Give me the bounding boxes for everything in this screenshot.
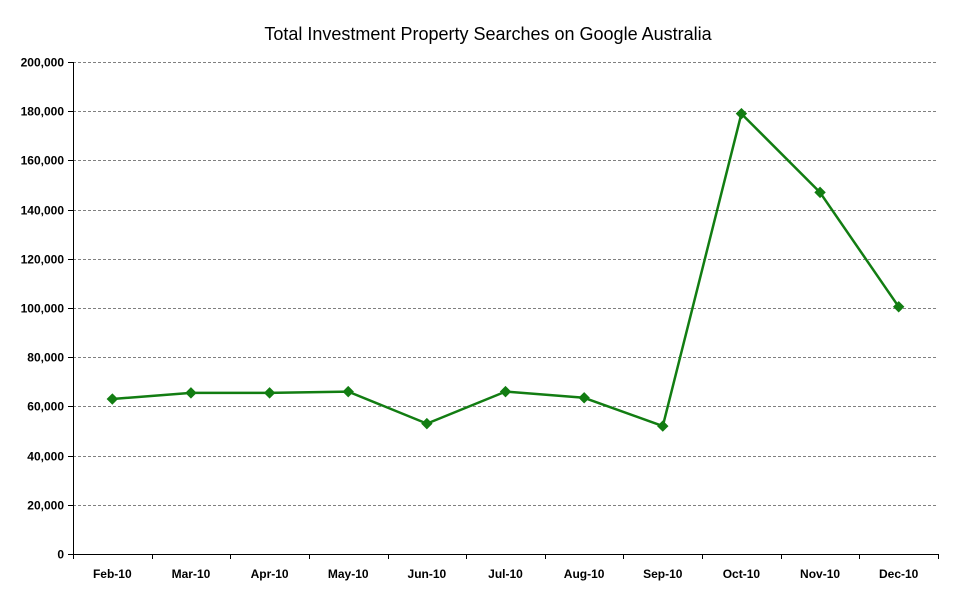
y-tick-label: 120,000 — [21, 253, 65, 267]
x-tick-label: Jul-10 — [488, 567, 523, 581]
y-tick-label: 140,000 — [21, 204, 65, 218]
x-tick-label: Dec-10 — [879, 567, 919, 581]
data-point-marker — [499, 385, 512, 398]
data-point-marker — [185, 387, 197, 399]
y-tick-label: 40,000 — [27, 450, 64, 464]
y-tick-label: 80,000 — [27, 351, 64, 365]
y-tick-label: 200,000 — [21, 56, 65, 70]
axes — [68, 62, 939, 559]
x-tick-label: Sep-10 — [643, 567, 683, 581]
y-tick-label: 20,000 — [27, 499, 64, 513]
data-point-marker — [892, 301, 905, 313]
y-tick-label: 0 — [57, 548, 64, 562]
chart-title: Total Investment Property Searches on Go… — [264, 24, 712, 44]
data-point-marker — [814, 186, 826, 199]
y-tick-label: 100,000 — [21, 302, 65, 316]
series-layer — [106, 107, 905, 432]
x-tick-label: Oct-10 — [723, 567, 761, 581]
x-axis-tick-labels: Feb-10 Mar-10 Apr-10 May-10 Jun-10 Jul-10 Aug-… — [93, 567, 919, 581]
data-point-marker — [657, 420, 669, 432]
y-axis-tick-labels: 0 20,000 40,000 60,000 80,000 100,000 120,000 1… — [21, 56, 65, 562]
data-point-marker — [106, 393, 119, 405]
x-tick-label: May-10 — [328, 567, 369, 581]
y-tick-label: 180,000 — [21, 105, 65, 119]
data-point-marker — [578, 392, 590, 404]
x-tick-label: Mar-10 — [172, 567, 211, 581]
data-point-marker — [263, 387, 276, 399]
data-point-marker — [421, 417, 433, 430]
x-tick-label: Aug-10 — [564, 567, 605, 581]
x-tick-label: Feb-10 — [93, 567, 132, 581]
x-tick-label: Nov-10 — [800, 567, 840, 581]
x-tick-label: Jun-10 — [408, 567, 447, 581]
data-point-marker — [735, 107, 748, 120]
y-tick-label: 60,000 — [27, 400, 64, 414]
data-point-marker — [342, 385, 354, 398]
gridlines — [73, 62, 938, 506]
x-tick-label: Apr-10 — [251, 567, 289, 581]
y-tick-label: 160,000 — [21, 154, 65, 168]
